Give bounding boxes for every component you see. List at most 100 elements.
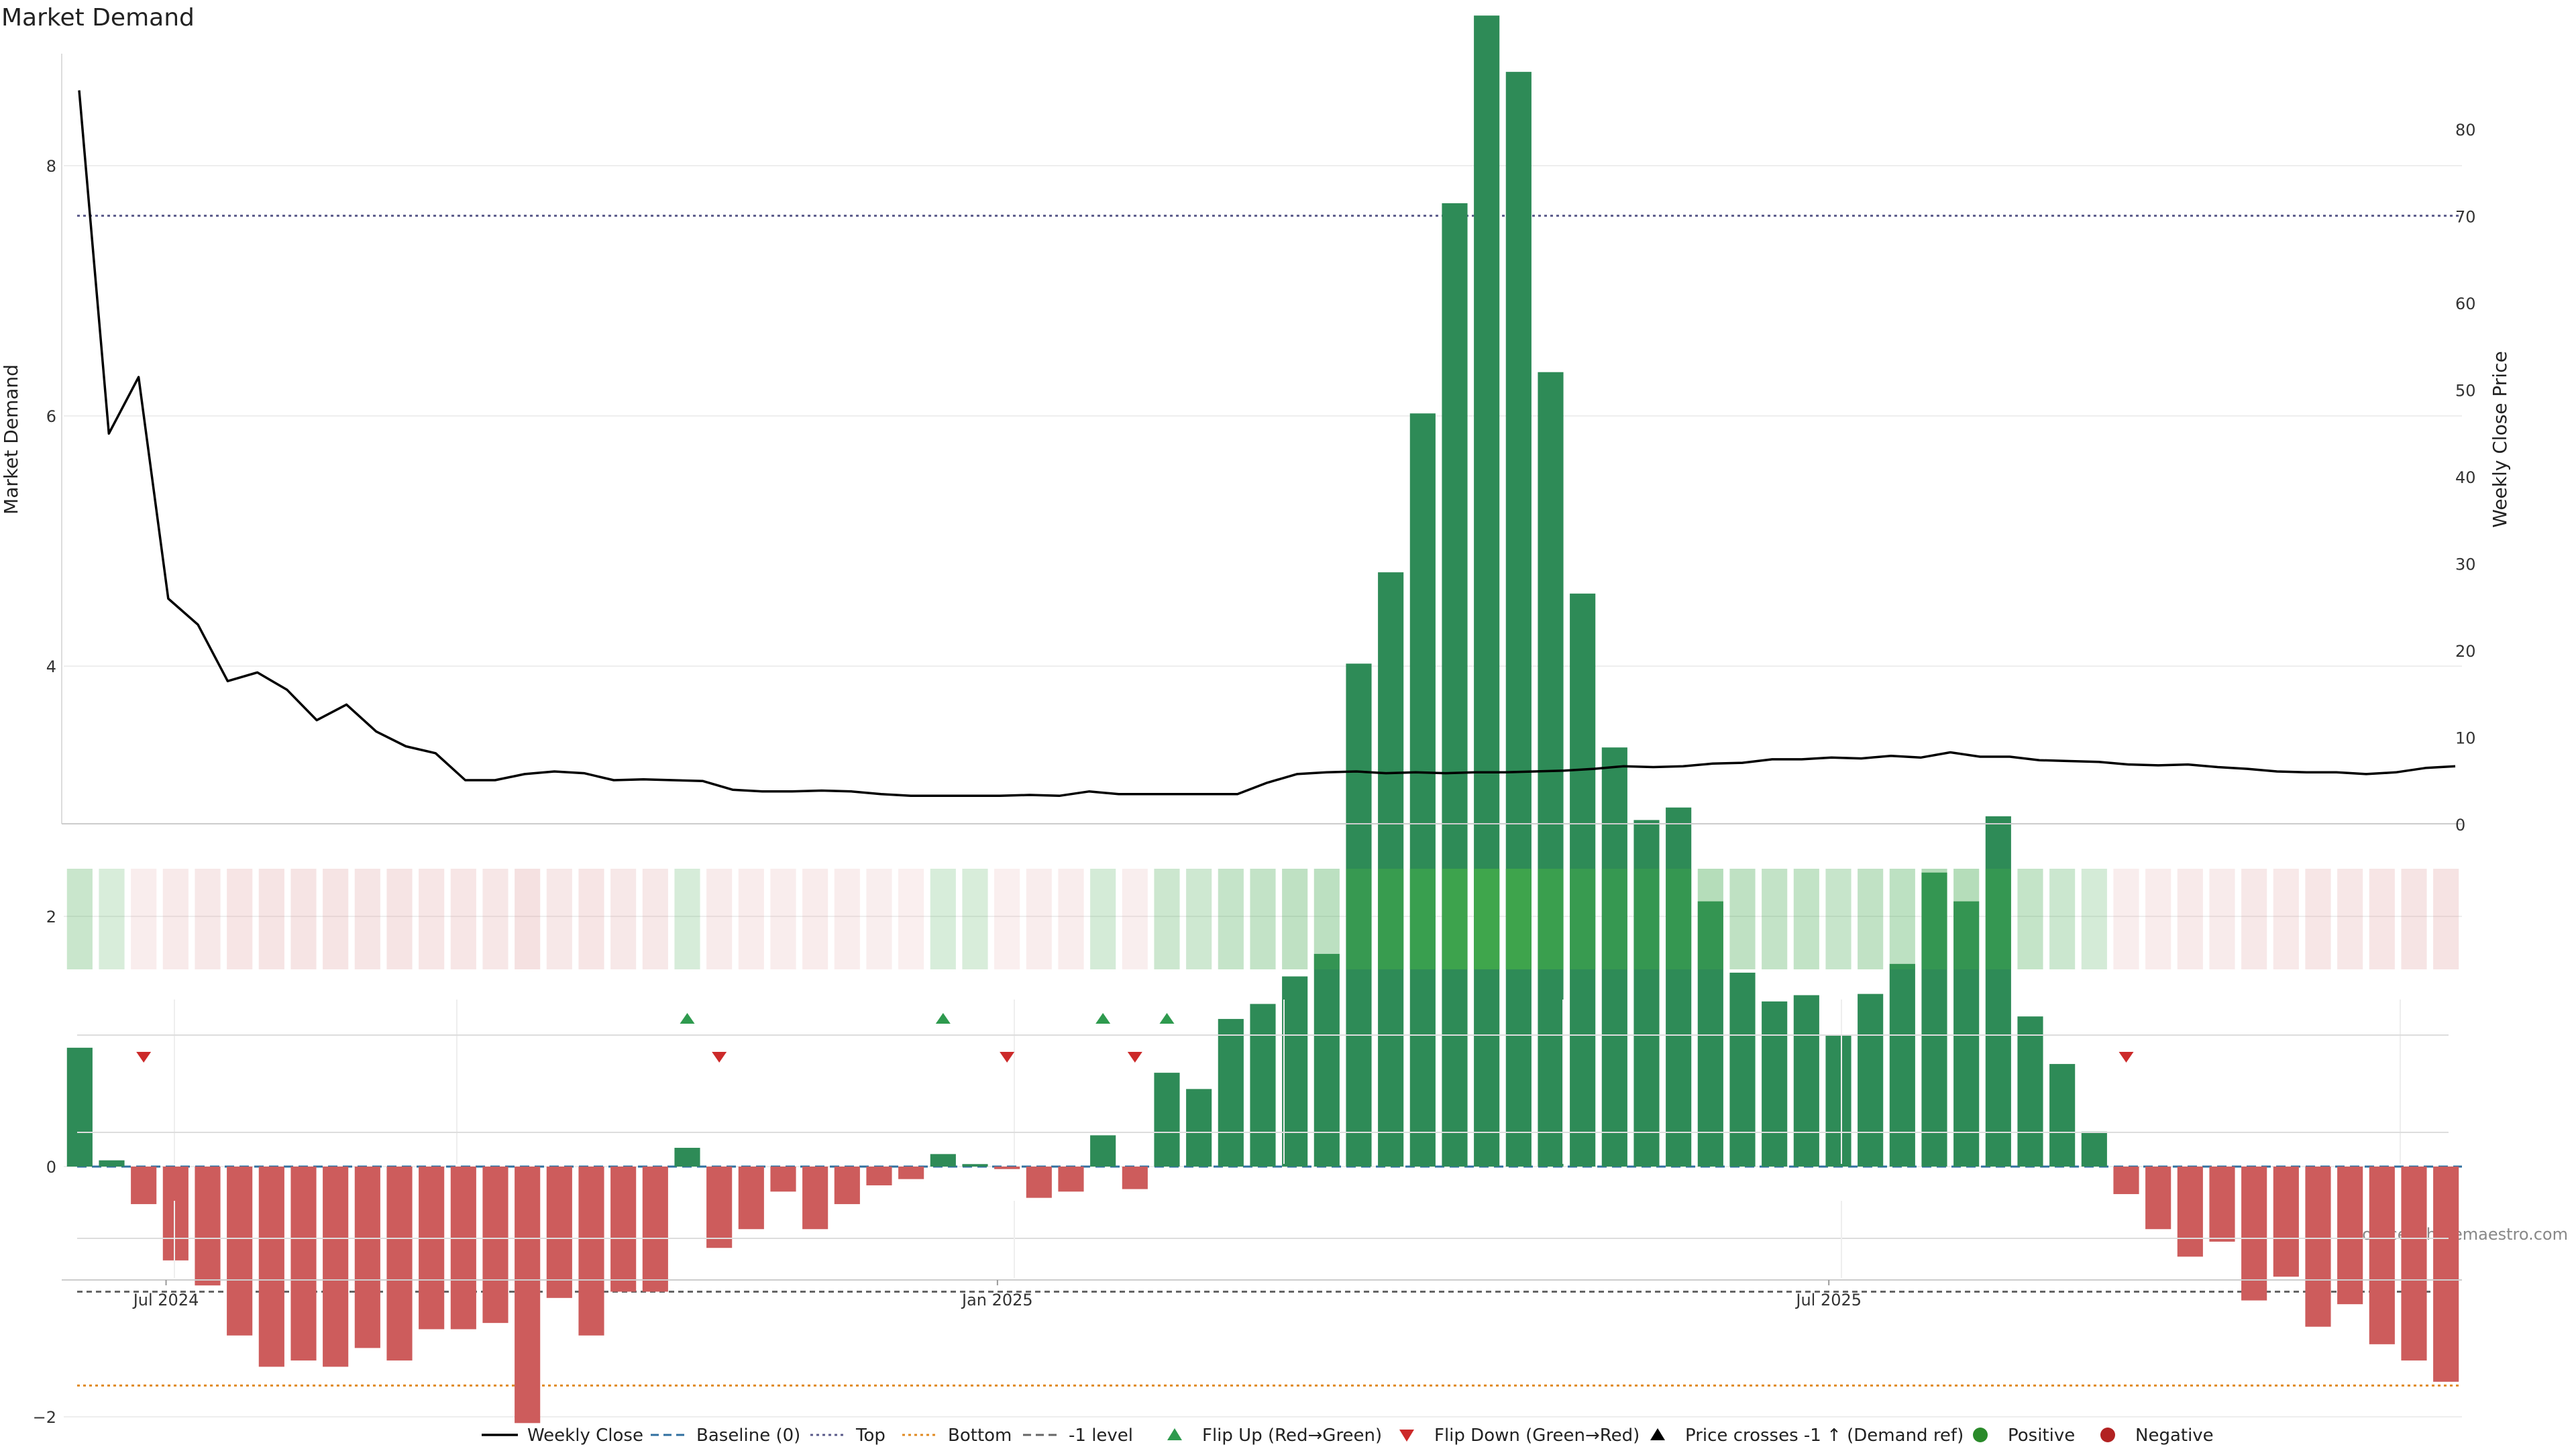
demand-bar (1601, 747, 1627, 1167)
strip-cell (1858, 869, 1884, 969)
strip-cell (2401, 869, 2427, 969)
demand-bar (1313, 953, 1340, 1167)
demand-bar (898, 1167, 924, 1179)
demand-bar (1474, 15, 1500, 1167)
y-tick-label: 6 (46, 407, 56, 426)
weekly-close-series (78, 90, 2456, 798)
y2-tick-label: 70 (2455, 208, 2476, 227)
demand-bar (994, 1167, 1020, 1169)
demand-bar (1154, 1073, 1180, 1167)
x-axis: Jul 2024 Jan 2025 Jul 2025 (62, 1279, 2462, 1309)
y2-tick-label: 30 (2455, 555, 2476, 574)
flip-markers-panel (77, 1000, 2449, 1278)
demand-bar (131, 1167, 157, 1204)
strip-cell (2145, 869, 2171, 969)
demand-bars (66, 15, 2459, 1424)
demand-bar (578, 1167, 604, 1336)
strip-cell (2177, 869, 2203, 969)
strip-cell (386, 869, 413, 969)
strip-cell (738, 869, 764, 969)
strip-cell (1505, 869, 1532, 969)
demand-bar (1090, 1135, 1116, 1167)
strip-cell (1218, 869, 1244, 969)
x-tick-label: Jul 2025 (1794, 1291, 1862, 1309)
strip-cell (802, 869, 828, 969)
strip-cell (1474, 869, 1500, 969)
demand-bar (802, 1167, 828, 1230)
legend-swatch-triangle-down (1399, 1430, 1414, 1442)
strip-cell (1122, 869, 1148, 969)
demand-bar (1218, 1018, 1244, 1167)
demand-bar (450, 1167, 476, 1330)
strip-cell (1793, 869, 1819, 969)
flip-down-marker (2118, 1052, 2134, 1063)
strip-cell (1666, 869, 1692, 969)
x-tick-label: Jul 2024 (132, 1291, 199, 1309)
legend-label: Flip Up (Red→Green) (1202, 1426, 1382, 1446)
strip-cell (227, 869, 253, 969)
weekly-close-line (78, 90, 2456, 798)
strip-cell (898, 869, 924, 969)
demand-bar (99, 1160, 125, 1167)
legend-label: Price crosses -1 ↑ (Demand ref) (1685, 1426, 1964, 1446)
demand-bar (834, 1167, 860, 1204)
y-axis-label: Market Demand (0, 364, 22, 515)
demand-bar (515, 1167, 541, 1424)
strip-cell (258, 869, 284, 969)
y2-tick-label: 80 (2455, 121, 2476, 140)
demand-bar (962, 1164, 988, 1167)
demand-bar (1505, 72, 1532, 1167)
strip-cell (195, 869, 221, 969)
y-tick-label: 0 (46, 1158, 56, 1177)
flip-down-marker (712, 1052, 727, 1063)
strip-cell (610, 869, 637, 969)
y2-tick-label: 60 (2455, 294, 2476, 313)
demand-bar (1538, 372, 1564, 1167)
strip-cell (2113, 869, 2139, 969)
demand-bar (2337, 1167, 2363, 1305)
demand-bar (2209, 1167, 2235, 1242)
demand-bar (2177, 1167, 2203, 1257)
demand-bar (354, 1167, 380, 1348)
demand-bar (706, 1167, 733, 1248)
strip-cell (2369, 869, 2395, 969)
demand-bar (1186, 1089, 1212, 1167)
chart-title: Market Demand (1, 4, 195, 32)
legend-label: Top (855, 1426, 885, 1446)
x-tick-label: Jan 2025 (961, 1291, 1033, 1309)
strip-cell (1282, 869, 1308, 969)
strip-cell (1729, 869, 1756, 969)
strip-cell (419, 869, 445, 969)
strip-cell (994, 869, 1020, 969)
demand-bar (1697, 901, 1723, 1167)
strip-cell (2433, 869, 2459, 969)
demand-bar (770, 1167, 796, 1192)
demand-bar (642, 1167, 668, 1292)
strip-cell (834, 869, 860, 969)
demand-bar (1442, 203, 1468, 1167)
legend-swatch-circle (2100, 1428, 2115, 1442)
demand-bar (195, 1167, 221, 1286)
legend-label: Weekly Close (527, 1426, 643, 1446)
strip-cell (1601, 869, 1627, 969)
strip-cell (131, 869, 157, 969)
legend-swatch-triangle-up (1650, 1428, 1665, 1440)
demand-bar (386, 1167, 413, 1361)
flip-up-marker (1159, 1013, 1175, 1024)
strip-cell (1570, 869, 1596, 969)
demand-bar (2305, 1167, 2331, 1327)
strip-cell (1186, 869, 1212, 969)
strip-cell (642, 869, 668, 969)
demand-bar (1026, 1167, 1052, 1198)
demand-bar (1985, 816, 2011, 1167)
flip-up-marker (935, 1013, 951, 1024)
strip-cell (2049, 869, 2076, 969)
demand-bar (1666, 807, 1692, 1167)
strip-cell (290, 869, 317, 969)
strip-cell (1346, 869, 1372, 969)
strip-cell (2017, 869, 2043, 969)
flip-up-marker (1095, 1013, 1111, 1024)
y-tick-label: 8 (46, 157, 56, 176)
strip-cell (770, 869, 796, 969)
